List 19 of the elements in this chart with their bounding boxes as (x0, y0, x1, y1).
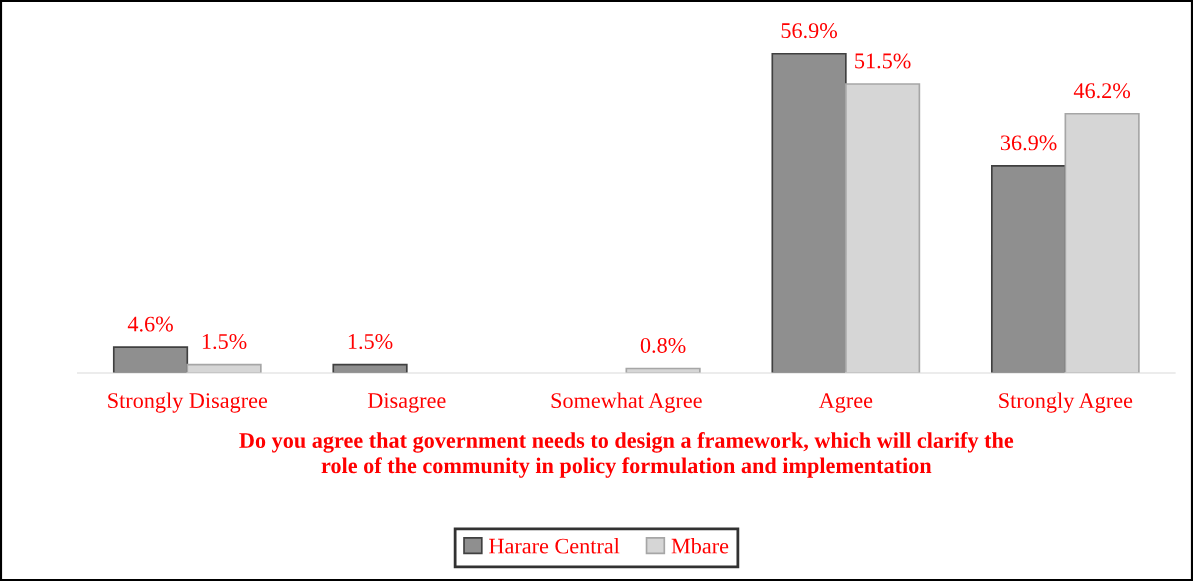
bar (771, 52, 847, 373)
x-tick-label: Somewhat Agree (551, 392, 702, 413)
legend-label: Harare Central (489, 537, 620, 554)
x-tick-label: Strongly Disagree (108, 392, 268, 413)
data-label: 46.2% (1073, 83, 1131, 99)
data-label: 56.9% (781, 23, 838, 39)
x-axis-title: Do you agree that government needs to design a framework, which will clarify the role of the community in policy formulation and implementation (239, 432, 1014, 478)
data-label: 1.5% (202, 333, 247, 350)
data-label: 4.6% (127, 316, 173, 332)
data-label: 0.8% (640, 337, 686, 353)
data-label: 36.9% (1000, 135, 1057, 151)
bar (990, 165, 1067, 373)
x-tick-label: Disagree (367, 393, 446, 413)
x-tick-label: Strongly Agree (999, 392, 1133, 413)
bar (112, 346, 189, 373)
data-label: 1.5% (348, 333, 393, 350)
data-label: 51.5% (855, 53, 911, 69)
x-tick-label: Agree (818, 393, 873, 413)
legend-label: Mbare (671, 537, 729, 554)
